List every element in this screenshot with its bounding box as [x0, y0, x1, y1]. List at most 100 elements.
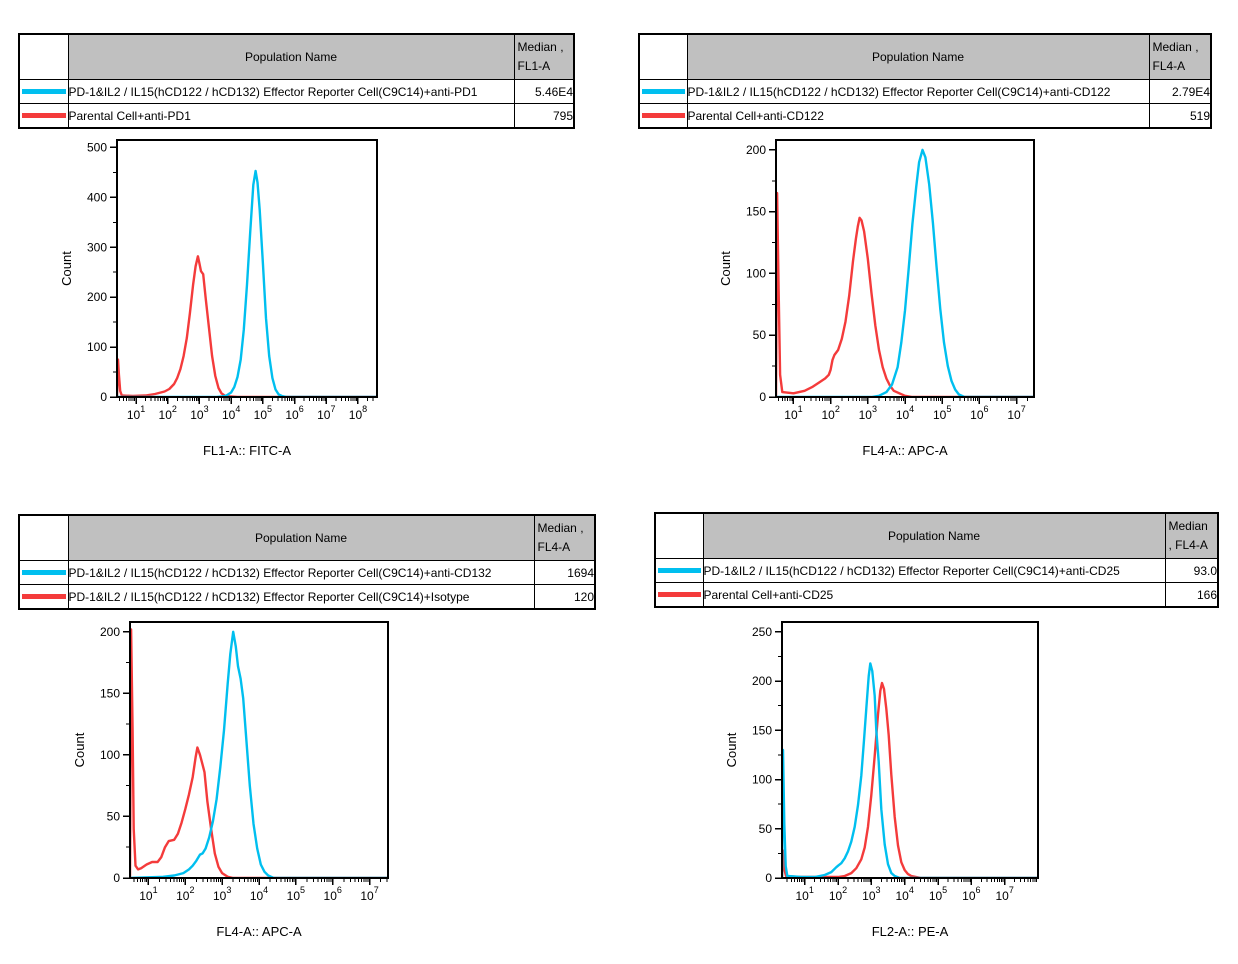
x-tick-base: 10 — [213, 889, 227, 903]
x-axis-label: FL4-A:: APC-A — [862, 443, 948, 458]
y-axis: 0 50 100 150 200 Count — [718, 143, 776, 404]
series-color-swatch-cyan — [658, 568, 701, 573]
population-name-cell: PD-1&IL2 / IL15(hCD122 / hCD132) Effecto… — [67, 560, 535, 585]
y-tick-label: 150 — [752, 723, 772, 737]
x-tick-base: 10 — [859, 408, 873, 422]
legend-header-row: Population Name Median , FL4-A — [18, 514, 596, 561]
x-tick-base: 10 — [933, 408, 947, 422]
x-tick-base: 10 — [349, 408, 363, 422]
legend-row: PD-1&IL2 / IL15(hCD122 / hCD132) Effecto… — [18, 584, 596, 610]
series-color-swatch-red — [22, 113, 66, 118]
x-tick-exponent: 3 — [204, 404, 209, 414]
y-tick-label: 50 — [753, 328, 767, 342]
curves-group — [782, 662, 1038, 878]
swatch-column-header — [18, 514, 69, 561]
median-header-label: Median , FL4-A — [1150, 35, 1210, 79]
x-tick-base: 10 — [360, 889, 374, 903]
x-tick-exponent: 2 — [835, 404, 840, 414]
curves-group — [117, 169, 377, 397]
x-tick-base: 10 — [250, 889, 264, 903]
x-tick-exponent: 1 — [153, 885, 158, 895]
median-header-line2: FL4-A — [537, 540, 571, 554]
median-header-label: Median , FL1-A — [515, 35, 573, 79]
y-axis-label: Count — [59, 251, 74, 286]
y-tick-label: 100 — [746, 266, 766, 280]
y-tick-label: 250 — [752, 625, 772, 639]
x-tick-exponent: 2 — [189, 885, 194, 895]
median-header-label: Median , FL4-A — [535, 516, 594, 560]
x-tick-exponent: 5 — [946, 404, 951, 414]
y-tick-label: 150 — [746, 205, 766, 219]
x-axis-label: FL2-A:: PE-A — [872, 924, 949, 939]
curves-group — [776, 148, 1034, 397]
x-tick-label: 101 — [795, 885, 813, 903]
y-axis: 0 100 200 300 400 500 Count — [59, 140, 117, 404]
x-tick-base: 10 — [962, 889, 976, 903]
x-tick-label: 106 — [962, 885, 980, 903]
x-tick-exponent: 5 — [942, 885, 947, 895]
x-tick-exponent: 5 — [300, 885, 305, 895]
x-tick-exponent: 3 — [876, 885, 881, 895]
x-tick-exponent: 4 — [263, 885, 268, 895]
x-tick-exponent: 4 — [909, 885, 914, 895]
x-tick-label: 106 — [285, 404, 303, 422]
x-tick-exponent: 8 — [362, 404, 367, 414]
median-value-cell: 2.79E4 — [1148, 79, 1212, 104]
x-tick-exponent: 5 — [267, 404, 272, 414]
y-axis: 0 50 100 150 200 250 Count — [724, 625, 782, 885]
x-tick-base: 10 — [287, 889, 301, 903]
x-tick-exponent: 1 — [798, 404, 803, 414]
series-color-swatch-cyan — [22, 89, 66, 94]
y-tick-label: 200 — [100, 625, 120, 639]
series-color-swatch-red — [22, 594, 66, 599]
series-swatch-cell — [638, 79, 688, 104]
x-tick-label: 107 — [995, 885, 1013, 903]
series-swatch-cell — [18, 103, 69, 129]
plot-frame — [116, 139, 378, 398]
x-tick-label: 103 — [213, 885, 231, 903]
x-tick-base: 10 — [929, 889, 943, 903]
x-axis-label: FL4-A:: APC-A — [216, 924, 302, 939]
population-name-cell: Parental Cell+anti-PD1 — [67, 103, 515, 129]
x-tick-label: 108 — [349, 404, 367, 422]
median-header-line1: Median — [1168, 519, 1208, 533]
series-swatch-cell — [638, 103, 688, 129]
legend-row: Parental Cell+anti-PD1 795 — [18, 103, 575, 129]
population-name-header: Population Name — [67, 33, 515, 80]
legend-table: Population Name Median , FL4-A PD-1&IL2 / I… — [638, 33, 1212, 129]
y-axis-label: Count — [724, 732, 739, 767]
y-tick-label: 50 — [759, 822, 773, 836]
x-tick-exponent: 6 — [984, 404, 989, 414]
x-tick-label: 101 — [784, 404, 802, 422]
x-tick-exponent: 1 — [140, 404, 145, 414]
series-color-swatch-cyan — [22, 570, 66, 575]
series-color-swatch-red — [658, 592, 701, 597]
curves-group — [130, 628, 388, 878]
x-tick-exponent: 6 — [299, 404, 304, 414]
median-value-cell: 795 — [513, 103, 575, 129]
x-tick-base: 10 — [970, 408, 984, 422]
swatch-column-header — [654, 512, 704, 559]
series-swatch-cell — [18, 584, 69, 610]
legend-header-row: Population Name Median , FL4-A — [654, 512, 1219, 559]
x-tick-exponent: 7 — [374, 885, 379, 895]
x-tick-label: 102 — [159, 404, 177, 422]
legend-row: Parental Cell+anti-CD122 519 — [638, 103, 1212, 129]
x-tick-base: 10 — [324, 889, 338, 903]
y-tick-label: 200 — [87, 290, 107, 304]
series-curve-cyan — [782, 662, 1038, 878]
x-tick-base: 10 — [285, 408, 299, 422]
histogram-panel: Population Name Median , FL4-A PD-1&IL2 / I… — [619, 0, 1238, 482]
x-tick-exponent: 6 — [976, 885, 981, 895]
x-tick-label: 102 — [829, 885, 847, 903]
plot-frame — [781, 621, 1039, 879]
x-tick-exponent: 2 — [842, 885, 847, 895]
x-tick-base: 10 — [159, 408, 173, 422]
x-tick-exponent: 3 — [872, 404, 877, 414]
population-name-cell: PD-1&IL2 / IL15(hCD122 / hCD132) Effecto… — [702, 558, 1166, 583]
x-tick-label: 102 — [821, 404, 839, 422]
